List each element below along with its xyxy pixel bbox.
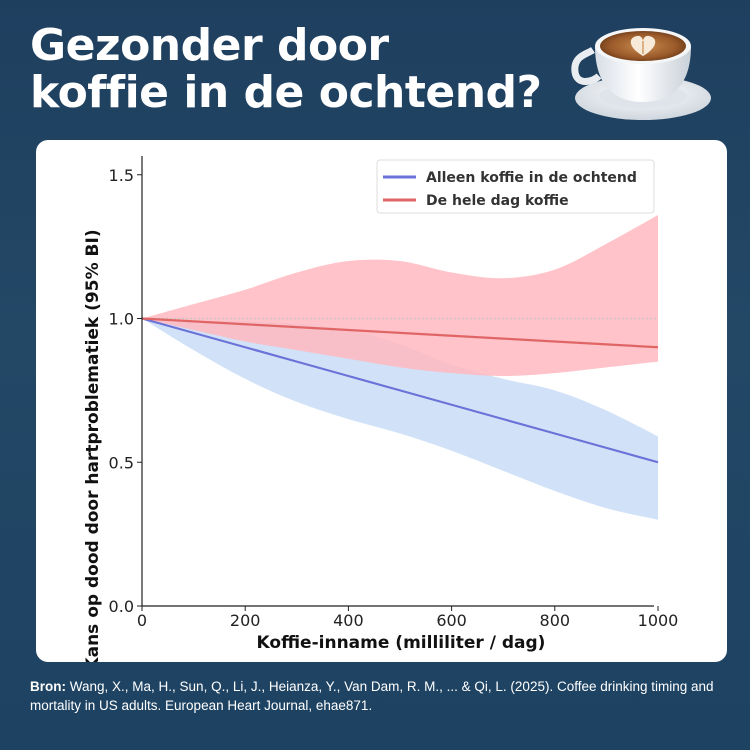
source-label: Bron: <box>30 679 66 694</box>
headline-line-2: koffie in de ochtend? <box>30 67 542 118</box>
chart-card: 0.0 0.5 1.0 1.5 0 200 400 600 800 1000 Kans op d… <box>36 140 727 662</box>
y-axis-label: Kans op dood door hartproblematiek (95% … <box>83 229 103 662</box>
latte-art-coffee-cup-icon <box>571 28 711 120</box>
x-tick-label: 800 <box>540 611 571 630</box>
legend-label-morning: Alleen koffie in de ochtend <box>426 170 637 186</box>
y-tick-label: 0.0 <box>109 597 134 616</box>
source-citation: Bron: Wang, X., Ma, H., Sun, Q., Li, J.,… <box>30 677 730 715</box>
x-tick-label: 200 <box>230 611 261 630</box>
line-morning <box>141 317 659 464</box>
y-tick-label: 1.5 <box>109 166 134 185</box>
band-morning <box>142 318 658 520</box>
x-tick-label: 0 <box>137 611 147 630</box>
source-text: Wang, X., Ma, H., Sun, Q., Li, J., Heian… <box>30 679 714 713</box>
line-chart: 0.0 0.5 1.0 1.5 0 200 400 600 800 1000 Kans op d… <box>83 156 679 662</box>
y-tick-label: 0.5 <box>109 453 134 472</box>
headline: Gezonder door koffie in de ochtend? <box>30 22 542 116</box>
band-allday <box>142 215 658 376</box>
line-allday <box>141 317 659 349</box>
y-tick-label: 1.0 <box>109 310 134 329</box>
headline-line-1: Gezonder door <box>30 20 389 71</box>
x-tick-label: 400 <box>333 611 364 630</box>
legend-label-allday: De hele dag koffie <box>426 193 569 209</box>
legend: Alleen koffie in de ochtend De hele dag … <box>376 159 655 214</box>
x-tick-label: 600 <box>436 611 467 630</box>
legend-box <box>376 159 655 214</box>
x-tick-label: 1000 <box>638 611 679 630</box>
x-axis-label: Koffie-inname (milliliter / dag) <box>257 633 546 653</box>
